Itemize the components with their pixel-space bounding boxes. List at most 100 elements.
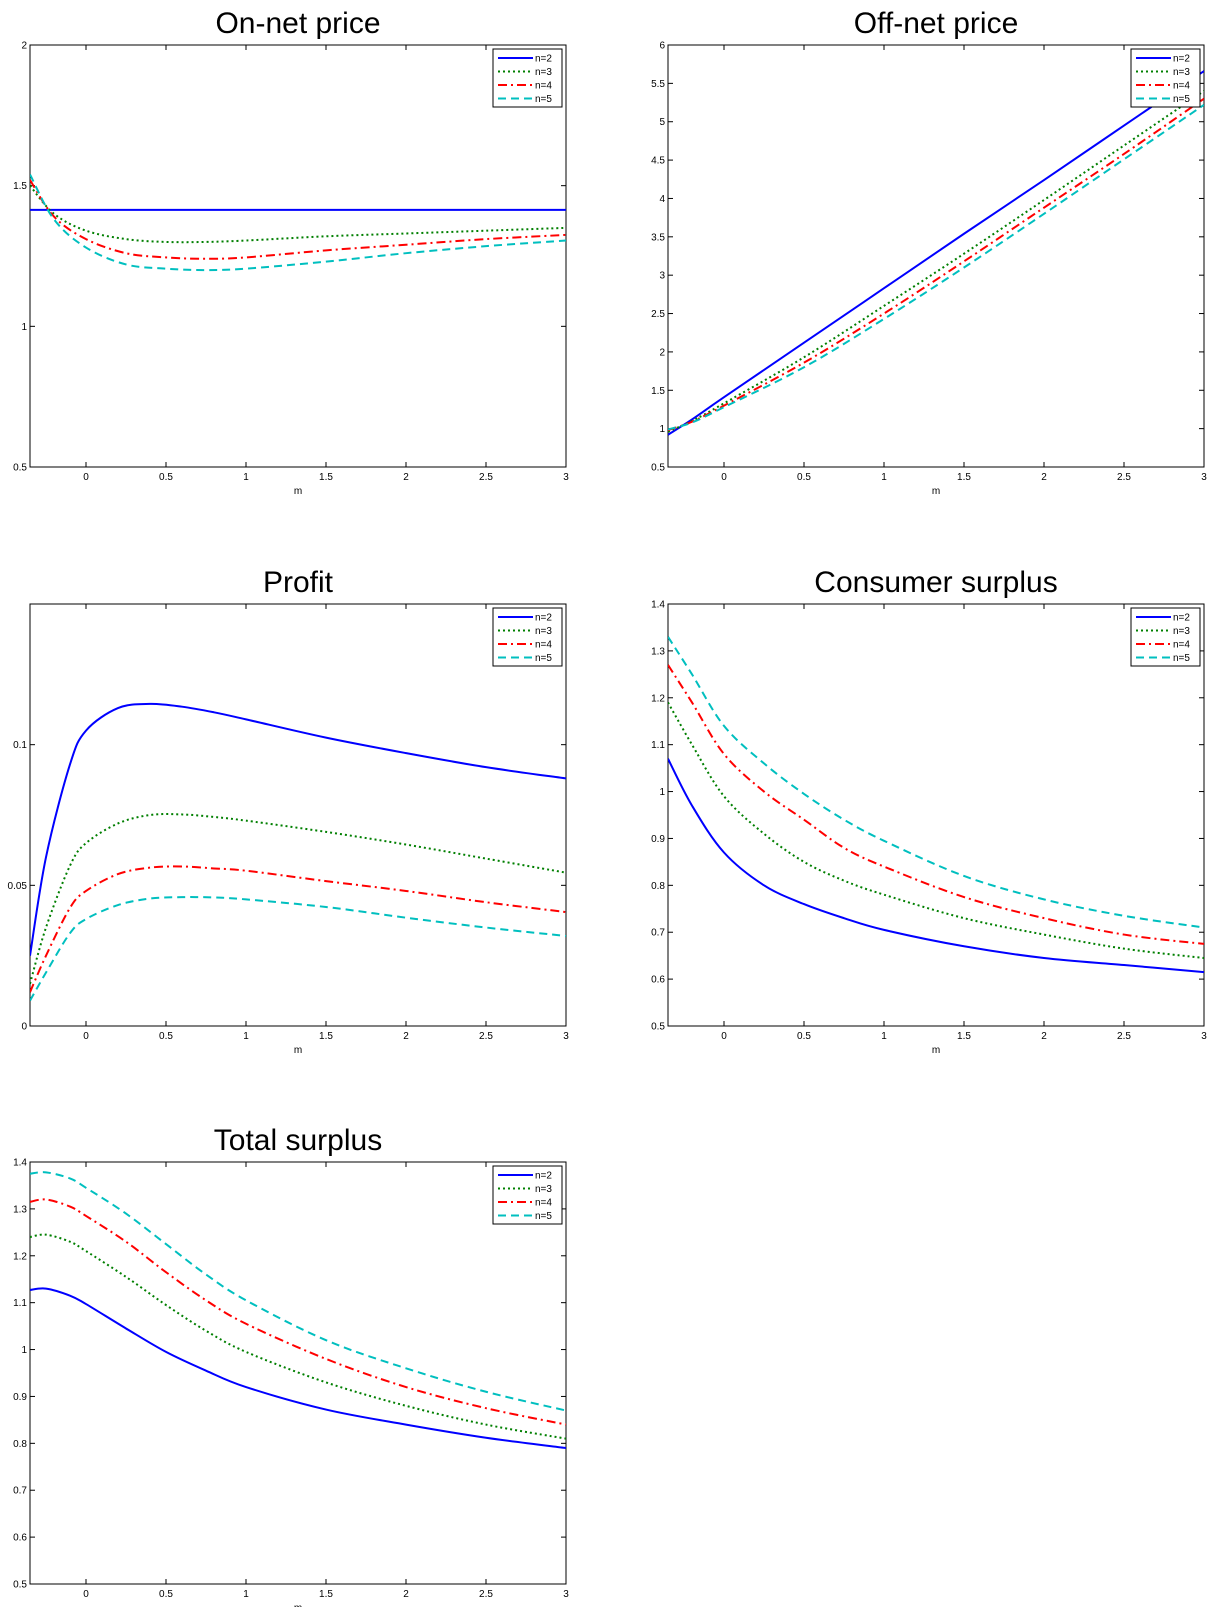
chart-title: On-net price (215, 7, 380, 40)
y-tick-label: 0.8 (13, 1439, 27, 1450)
y-tick-label: 0.05 (8, 881, 28, 892)
series-line-n5 (30, 1171, 566, 1412)
x-tick-label: 2.5 (1117, 1031, 1131, 1042)
x-tick-label: 0 (83, 472, 89, 483)
legend-label: n=3 (535, 67, 552, 78)
x-axis-label: m (294, 1045, 302, 1056)
x-tick-label: 1.5 (319, 1589, 333, 1600)
y-tick-label: 0.1 (13, 740, 27, 751)
y-tick-label: 1.1 (13, 1298, 27, 1309)
chart-profit: Profit 0 0.5 1 1.5 2 2.5 3 0 0.05 0.1 m n=2 n=3 n=4 n=5 (8, 566, 570, 1056)
chart-on-net-price: On-net price 0 0.5 1 1.5 2 2.5 3 0.5 1 1.5 2 m n=2 n=3… (13, 7, 569, 497)
series-line-n2 (668, 70, 1204, 436)
y-tick-label: 0.5 (651, 1022, 665, 1033)
y-tick-label: 1 (659, 424, 665, 435)
legend-label: n=4 (1173, 81, 1190, 92)
axes-box (29, 44, 567, 468)
y-tick-label: 0.6 (13, 1533, 27, 1544)
legend-label: n=4 (535, 1198, 552, 1209)
legend-label: n=2 (535, 613, 552, 624)
y-tick-label: 2 (659, 347, 665, 358)
y-tick-label: 1.5 (13, 181, 27, 192)
x-tick-label: 1 (243, 472, 249, 483)
x-tick-label: 0.5 (797, 472, 811, 483)
legend: n=2 n=3 n=4 n=5 (492, 1165, 563, 1225)
x-axis-label: m (932, 1045, 940, 1056)
axes-box (667, 603, 1205, 1027)
x-tick-label: 1 (881, 472, 887, 483)
x-tick-label: 0.5 (159, 1589, 173, 1600)
x-tick-label: 2.5 (479, 1589, 493, 1600)
y-tick-label: 1.2 (651, 693, 665, 704)
y-tick-label: 0.7 (651, 928, 665, 939)
y-tick-label: 1.4 (651, 600, 665, 611)
axes-box (29, 1161, 567, 1585)
series-line-n4 (30, 1198, 566, 1426)
y-tick-label: 4 (659, 194, 665, 205)
x-tick-label: 2.5 (479, 1031, 493, 1042)
chart-off-net-price: Off-net price 0 0.5 1 1.5 2 2.5 3 0.5 1 1.5 2 2.5 3 3.… (651, 7, 1207, 497)
series-line-n4 (668, 664, 1204, 945)
x-tick-label: 0 (83, 1031, 89, 1042)
series-line-n4 (30, 179, 566, 260)
chart-title: Profit (263, 566, 334, 599)
legend-label: n=5 (535, 94, 552, 105)
y-tick-label: 0.9 (651, 834, 665, 845)
axes-box (667, 44, 1205, 468)
x-axis-label: m (932, 486, 940, 497)
y-tick-label: 0.7 (13, 1486, 27, 1497)
legend-label: n=5 (1173, 94, 1190, 105)
legend-label: n=3 (535, 1184, 552, 1195)
y-tick-label: 3.5 (651, 232, 665, 243)
y-tick-label: 1.3 (13, 1204, 27, 1215)
y-tick-label: 0.5 (13, 1580, 27, 1591)
series-line-n3 (30, 1233, 566, 1440)
legend-label: n=5 (535, 1211, 552, 1222)
x-tick-label: 0.5 (797, 1031, 811, 1042)
legend-label: n=3 (535, 626, 552, 637)
series-line-n2 (30, 702, 566, 956)
y-tick-label: 4.5 (651, 156, 665, 167)
series-line-n5 (668, 636, 1204, 929)
y-tick-label: 2.5 (651, 309, 665, 320)
series-line-n3 (668, 701, 1204, 960)
x-tick-label: 2 (403, 1589, 409, 1600)
y-tick-label: 1.4 (13, 1158, 27, 1169)
x-tick-label: 2 (403, 1031, 409, 1042)
x-tick-label: 2 (1041, 1031, 1047, 1042)
y-tick-label: 1 (21, 322, 27, 333)
x-tick-label: 3 (1201, 1031, 1207, 1042)
legend-label: n=2 (535, 1171, 552, 1182)
chart-title: Total surplus (214, 1124, 382, 1157)
axes-box (29, 603, 567, 1027)
y-tick-label: 1 (21, 1345, 27, 1356)
legend-label: n=4 (535, 81, 552, 92)
legend-label: n=2 (1173, 54, 1190, 65)
legend: n=2 n=3 n=4 n=5 (1130, 48, 1201, 108)
legend-label: n=5 (1173, 653, 1190, 664)
legend-label: n=3 (1173, 67, 1190, 78)
series-line-n3 (668, 90, 1204, 433)
x-tick-label: 1.5 (319, 1031, 333, 1042)
x-tick-label: 2.5 (479, 472, 493, 483)
x-tick-label: 0 (721, 1031, 727, 1042)
legend-label: n=4 (535, 640, 552, 651)
x-axis-label: m (294, 486, 302, 497)
series-line-n5 (30, 173, 566, 272)
series-line-n2 (668, 758, 1204, 974)
chart-title: Off-net price (854, 7, 1019, 40)
y-tick-label: 0.9 (13, 1392, 27, 1403)
x-tick-label: 0.5 (159, 472, 173, 483)
x-tick-label: 2.5 (1117, 472, 1131, 483)
y-tick-label: 6 (659, 41, 665, 52)
y-tick-label: 3 (659, 271, 665, 282)
y-tick-label: 0.6 (651, 975, 665, 986)
y-tick-label: 0.5 (13, 463, 27, 474)
legend-label: n=4 (1173, 640, 1190, 651)
chart-title: Consumer surplus (814, 566, 1057, 599)
y-tick-label: 1.2 (13, 1251, 27, 1262)
legend: n=2 n=3 n=4 n=5 (492, 607, 563, 667)
x-tick-label: 1.5 (957, 1031, 971, 1042)
y-tick-label: 5.5 (651, 79, 665, 90)
